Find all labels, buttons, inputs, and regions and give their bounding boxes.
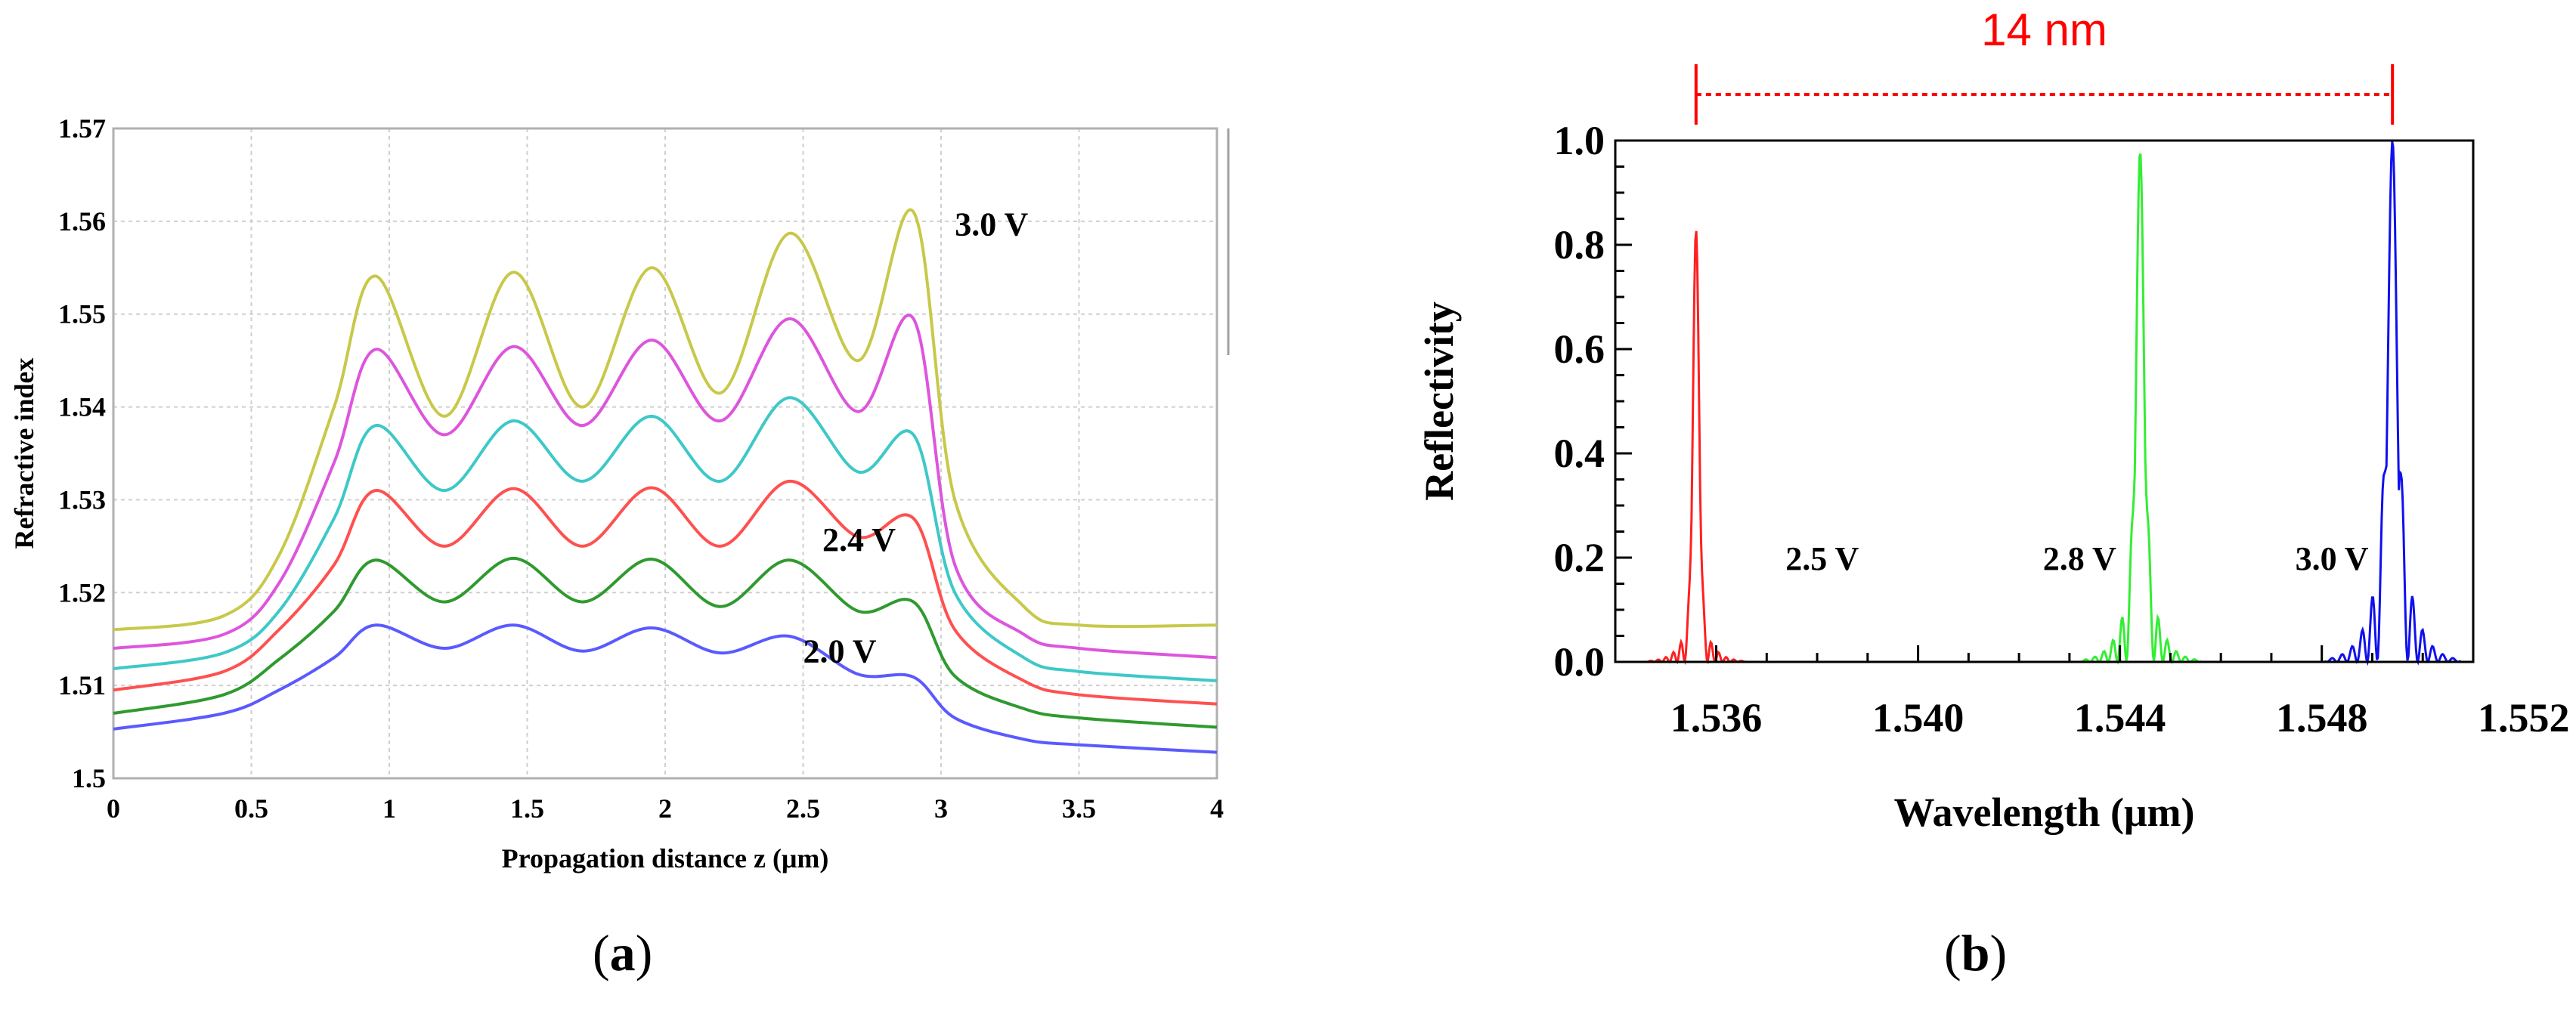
series-line-5 — [113, 208, 1218, 632]
peak-annotation-2: 3.0 V — [2296, 540, 2369, 577]
x-tick-label: 3 — [934, 793, 948, 824]
y-tick-label: 0.0 — [1554, 639, 1605, 685]
caption-b: (b) — [1944, 924, 2008, 982]
x-tick-label: 1.544 — [2074, 695, 2166, 740]
y-tick-label: 1.51 — [58, 670, 106, 700]
spectrum-0 — [1615, 230, 2473, 666]
curve-annotation-1: 2.4 V — [822, 521, 896, 558]
plot-frame — [1614, 139, 2475, 663]
y-tick-label: 1.56 — [58, 206, 106, 237]
y-tick-label: 1.52 — [58, 577, 106, 608]
chart-panel-a: 0 0.5 1 1.5 2 2.5 3 3.5 41.51.511.521.531.541.55… — [9, 113, 1230, 873]
spectrum-2 — [1615, 141, 2473, 666]
y-tick-label: 0.8 — [1554, 222, 1605, 267]
x-tick-label: 1.5 — [510, 793, 544, 824]
y-axis-label: Refractive index — [9, 358, 39, 549]
y-tick-label: 0.6 — [1554, 326, 1605, 372]
y-axis-label: Reflectivity — [1416, 301, 1462, 501]
y-tick-label: 1.5 — [72, 763, 106, 793]
caption-a-letter: a — [609, 924, 636, 982]
curve-annotation-2: 2.0 V — [803, 632, 877, 669]
x-tick-label: 1.548 — [2276, 695, 2368, 740]
y-tick-label: 1.0 — [1554, 118, 1605, 163]
y-tick-label: 1.55 — [58, 299, 106, 329]
x-tick-label: 2 — [658, 793, 672, 824]
x-axis-label: Propagation distance z (μm) — [502, 843, 829, 873]
y-tick-label: 1.54 — [58, 392, 106, 422]
series-line-4 — [113, 314, 1218, 660]
x-tick-label: 1.552 — [2478, 695, 2570, 740]
curve-annotation-0: 3.0 V — [955, 206, 1028, 243]
caption-a: (a) — [593, 924, 653, 982]
y-tick-label: 0.2 — [1554, 535, 1605, 580]
x-tick-label: 3.5 — [1062, 793, 1096, 824]
x-tick-label: 0.5 — [234, 793, 268, 824]
caption-b-letter: b — [1961, 924, 1990, 982]
peak-annotation-0: 2.5 V — [1785, 540, 1859, 577]
spectrum-1 — [1615, 153, 2473, 665]
y-tick-label: 1.53 — [58, 484, 106, 515]
x-tick-label: 2.5 — [786, 793, 820, 824]
chart-panel-b: 0.0 0.2 0.4 0.6 0.8 1.0 1.536 1.540 1.544 1.548 1.… — [1416, 5, 2570, 835]
x-tick-label: 1.540 — [1872, 695, 1965, 740]
x-tick-label: 4 — [1210, 793, 1224, 824]
x-tick-label: 1 — [382, 793, 396, 824]
peak-annotation-1: 2.8 V — [2043, 540, 2116, 577]
x-tick-label: 0 — [107, 793, 120, 824]
x-axis-label: Wavelength (μm) — [1893, 790, 2194, 835]
y-tick-label: 1.57 — [58, 113, 106, 144]
series-line-0 — [113, 623, 1218, 754]
x-tick-label: 1.536 — [1670, 695, 1763, 740]
plot-frame — [112, 127, 1218, 780]
span-label: 14 nm — [1981, 5, 2107, 55]
y-tick-label: 0.4 — [1554, 431, 1605, 476]
series-line-2 — [113, 479, 1218, 706]
series-line-1 — [113, 556, 1218, 729]
series-line-3 — [113, 396, 1218, 682]
